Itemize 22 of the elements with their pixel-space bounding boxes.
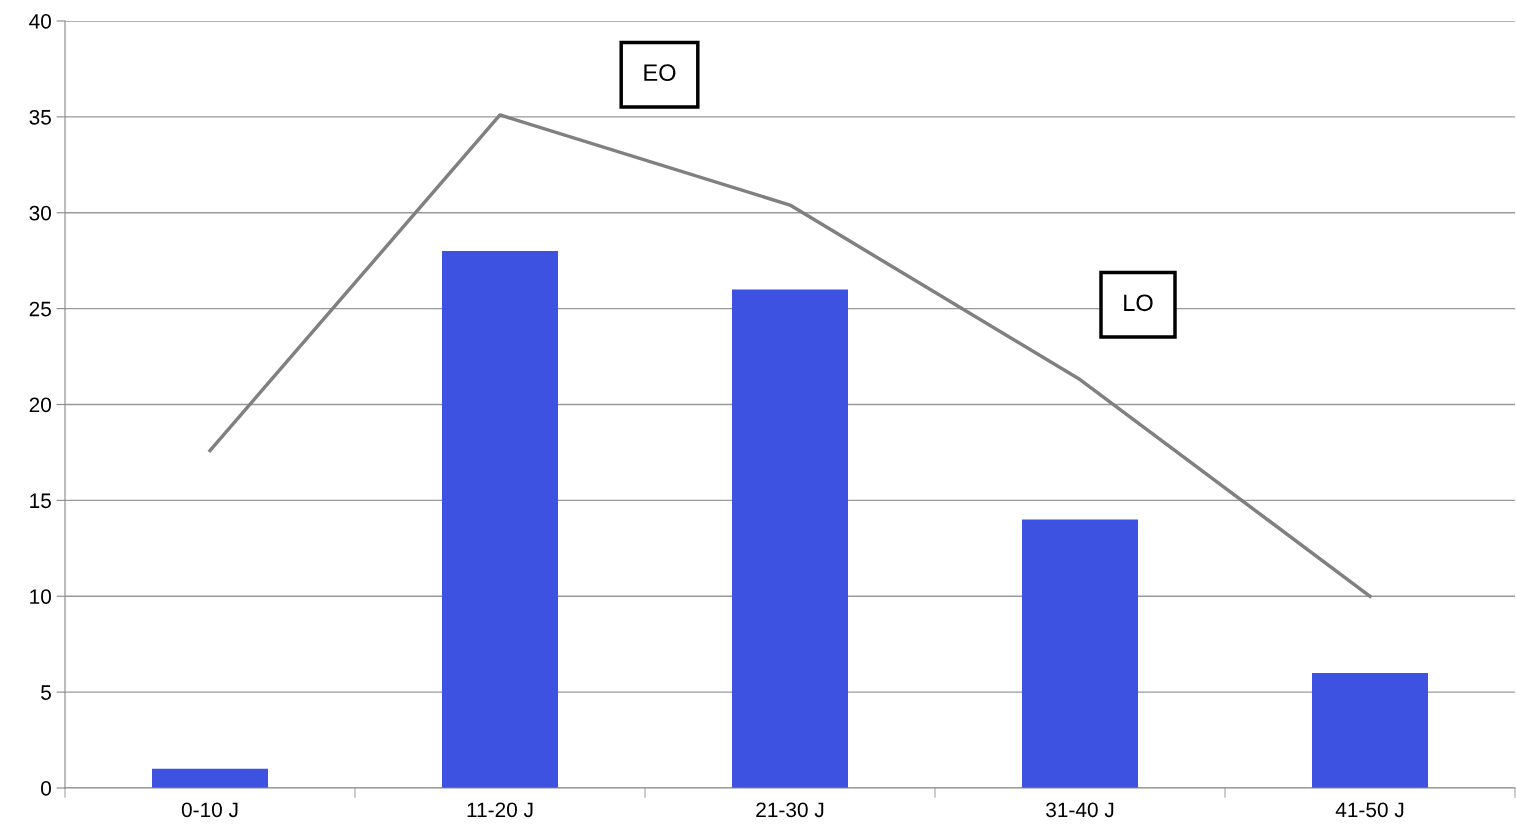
annotation: LO	[1124, 294, 1153, 312]
y-tick-label: 30	[29, 205, 51, 221]
y-tick-label: 25	[29, 301, 51, 317]
bar	[732, 289, 848, 788]
bar	[1022, 519, 1138, 788]
y-tick-label: 20	[29, 397, 51, 413]
bar	[442, 251, 558, 788]
annotation: EO	[644, 64, 676, 82]
line-series	[208, 113, 1372, 598]
x-tick-label: 0-10 J	[181, 802, 238, 818]
x-tick-label: 41-50 J	[1335, 802, 1404, 818]
y-tick-label: 15	[30, 493, 51, 509]
x-tick-label: 11-20 J	[467, 802, 533, 818]
y-tick-label: 0	[41, 781, 51, 796]
bar	[152, 768, 268, 788]
y-tick-label: 35	[29, 109, 51, 125]
y-tick-label: 40	[29, 14, 51, 29]
x-tick-label: 31-40 J	[1046, 802, 1114, 818]
x-tick-label: 21-30 J	[756, 802, 824, 818]
bar	[1312, 672, 1428, 788]
y-tick-label: 5	[41, 685, 51, 700]
y-tick-label: 10	[30, 589, 51, 604]
